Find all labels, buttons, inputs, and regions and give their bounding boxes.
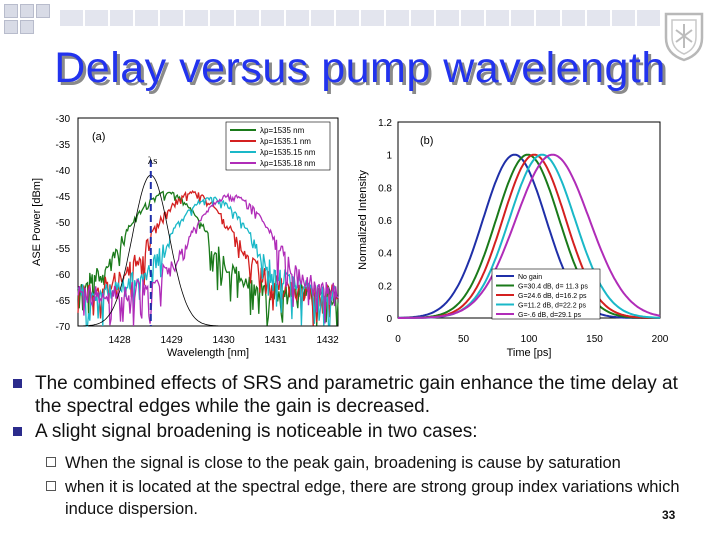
chart-a-x-tick: 1429 bbox=[160, 335, 183, 346]
bullet-text: The combined effects of SRS and parametr… bbox=[35, 373, 678, 417]
chart-b-legend-entry: G=11.2 dB, d=22.2 ps bbox=[518, 303, 586, 310]
page-number: 33 bbox=[662, 508, 676, 522]
slide-title: Delay versus pump wavelength bbox=[54, 44, 666, 92]
chart-a-y-tick: -35 bbox=[56, 140, 71, 151]
chart-a-y-tick: -60 bbox=[56, 270, 71, 281]
chart-a-y-tick: -50 bbox=[56, 218, 71, 229]
chart-a-y-tick: -30 bbox=[56, 114, 71, 125]
chart-a-x-axis-label: Wavelength [nm] bbox=[167, 347, 249, 359]
chart-a-legend-entry: λp=1535.15 nm bbox=[260, 148, 316, 157]
bullet-text: A slight signal broadening is noticeable… bbox=[35, 421, 478, 442]
chart-b-legend-entry: G=24.6 dB, d=16.2 ps bbox=[518, 293, 587, 300]
chart-a-y-tick: -70 bbox=[56, 322, 71, 333]
sub-bullet-item: when it is located at the spectral edge,… bbox=[46, 476, 705, 520]
sub-bullet-item: When the signal is close to the peak gai… bbox=[46, 452, 705, 474]
chart-b-legend-entry: G=30.4 dB, d= 11.3 ps bbox=[518, 284, 588, 291]
chart-b-legend: No gain G=30.4 dB, d= 11.3 ps G=24.6 dB, d… bbox=[491, 268, 601, 320]
chart-b-x-axis-label: Time [ps] bbox=[507, 347, 552, 359]
chart-a-series-line bbox=[78, 174, 338, 327]
chart-a-series-line bbox=[77, 189, 339, 327]
chart-a-x-tick: 1428 bbox=[108, 335, 131, 346]
chart-b-y-tick: 0.8 bbox=[378, 183, 392, 194]
chart-b-x-tick: 150 bbox=[586, 334, 603, 345]
chart-a-y-tick: -40 bbox=[56, 166, 71, 177]
chart-b-y-axis-label: Normalized Intensity bbox=[357, 170, 369, 270]
bullet-square-icon bbox=[13, 427, 22, 436]
chart-a-legend: λp=1535 nm λp=1535.1 nm λp=1535.15 nm λp=15… bbox=[225, 121, 331, 171]
chart-b-x-tick: 200 bbox=[652, 334, 669, 345]
university-seal-icon bbox=[664, 12, 704, 62]
chart-b-panel-label: (b) bbox=[420, 135, 433, 147]
chart-b-lines bbox=[398, 153, 661, 319]
figure: λs (a) -30 -35 -40 -45 -50 -55 -60 -65 -70 1428 14… bbox=[31, 114, 669, 359]
chart-b-legend-entry: No gain bbox=[518, 274, 542, 281]
chart-b-x-tick: 100 bbox=[521, 334, 538, 345]
sub-bullet-box-icon bbox=[46, 481, 56, 491]
chart-b-y-tick: 0.4 bbox=[378, 249, 392, 260]
chart-a-panel-label: (a) bbox=[92, 131, 105, 143]
chart-a-legend-entry: λp=1535.1 nm bbox=[260, 137, 311, 146]
chart-a-y-tick: -65 bbox=[56, 296, 71, 307]
sub-bullet-text: When the signal is close to the peak gai… bbox=[65, 454, 621, 472]
chart-b-series-line bbox=[398, 153, 660, 319]
chart-b-series-line bbox=[398, 153, 661, 319]
corner-decoration bbox=[0, 0, 60, 44]
bullet-item: A slight signal broadening is noticeable… bbox=[13, 420, 705, 443]
header-decoration bbox=[60, 10, 660, 26]
chart-a-lines bbox=[77, 174, 339, 327]
chart-a-x-tick: 1432 bbox=[316, 335, 339, 346]
chart-a: λs (a) -30 -35 -40 -45 -50 -55 -60 -65 -70 1428 14… bbox=[31, 114, 339, 359]
chart-b-y-tick: 1.2 bbox=[378, 118, 392, 129]
chart-a-x-tick: 1431 bbox=[264, 335, 287, 346]
chart-b-legend-entry: G=-.6 dB, d=29.1 ps bbox=[518, 312, 582, 319]
sub-bullet-text: when it is located at the spectral edge,… bbox=[65, 478, 680, 518]
chart-a-legend-entry: λp=1535.18 nm bbox=[260, 159, 316, 168]
chart-b-y-tick: 0.6 bbox=[378, 216, 392, 227]
chart-b-x-tick: 50 bbox=[458, 334, 470, 345]
bullet-item: The combined effects of SRS and parametr… bbox=[13, 372, 705, 418]
chart-a-y-axis-label: ASE Power [dBm] bbox=[31, 178, 43, 266]
chart-b-y-tick: 1 bbox=[386, 151, 392, 162]
chart-a-y-tick: -55 bbox=[56, 244, 71, 255]
chart-b-y-tick: 0.2 bbox=[378, 281, 392, 292]
chart-b-y-tick: 0 bbox=[386, 314, 392, 325]
chart-a-legend-entry: λp=1535 nm bbox=[260, 126, 305, 135]
chart-a-x-tick: 1430 bbox=[212, 335, 235, 346]
chart-b-x-tick: 0 bbox=[395, 334, 401, 345]
bullet-square-icon bbox=[13, 379, 22, 388]
chart-b: (b) 0 0.2 0.4 0.6 0.8 1 1.2 0 50 100 150 200 Time [… bbox=[357, 118, 669, 359]
chart-b-series-line bbox=[398, 153, 660, 319]
signal-label: λs bbox=[148, 155, 158, 167]
chart-a-series-line bbox=[77, 192, 339, 327]
chart-a-y-tick: -45 bbox=[56, 192, 71, 203]
sub-bullet-box-icon bbox=[46, 457, 56, 467]
